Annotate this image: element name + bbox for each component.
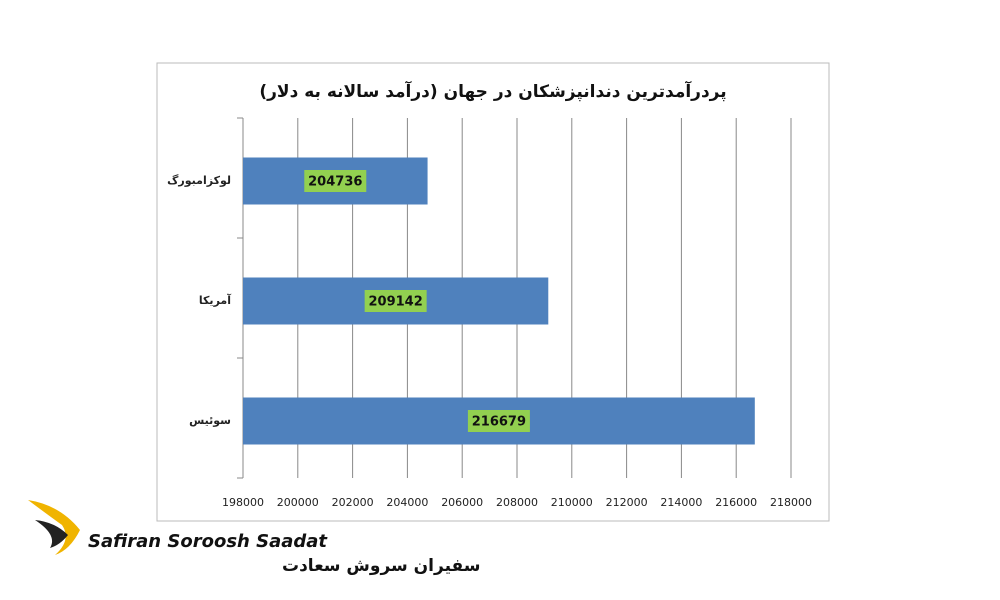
- x-tick-label: 204000: [386, 496, 428, 509]
- chart-title: پردرآمدترین دندانپزشکان در جهان (درآمد س…: [259, 80, 726, 102]
- value-label-box: [364, 290, 427, 312]
- x-tick-label: 216000: [715, 496, 757, 509]
- logo-latin: Safiran Soroosh Saadat: [88, 531, 328, 552]
- logo-icon: [35, 520, 68, 548]
- logo-persian: سفیران سروش سعادت: [282, 556, 480, 576]
- logo-icon: [28, 500, 80, 555]
- value-label-box: [467, 410, 530, 432]
- value-label: 204736: [308, 175, 362, 190]
- x-tick-label: 198000: [222, 496, 264, 509]
- x-tick-label: 210000: [551, 496, 593, 509]
- logo: Safiran Soroosh Saadat سفیران سروش سعادت: [28, 500, 480, 576]
- x-tick-label: 202000: [332, 496, 374, 509]
- x-tick-label: 212000: [606, 496, 648, 509]
- x-tick-label: 218000: [770, 496, 812, 509]
- x-tick-label: 200000: [277, 496, 319, 509]
- value-label-box: [304, 170, 367, 192]
- y-tick-label: آمریکا: [199, 293, 231, 307]
- x-tick-label: 206000: [441, 496, 483, 509]
- value-label: 216679: [472, 415, 526, 430]
- x-tick-label: 214000: [660, 496, 702, 509]
- value-label: 209142: [369, 295, 423, 310]
- y-tick-label: لوکزامبورگ: [167, 173, 231, 187]
- x-tick-label: 208000: [496, 496, 538, 509]
- y-tick-label: سوئیس: [189, 414, 231, 427]
